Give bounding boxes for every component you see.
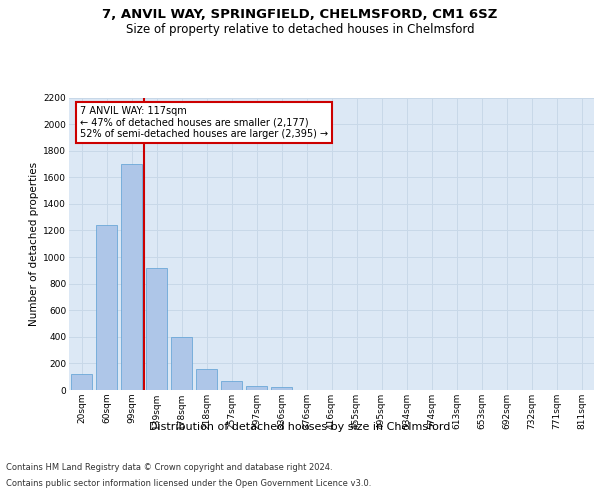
Y-axis label: Number of detached properties: Number of detached properties bbox=[29, 162, 39, 326]
Bar bbox=[271, 388, 292, 390]
Bar bbox=[121, 164, 142, 390]
Bar bbox=[171, 337, 192, 390]
Bar bbox=[96, 225, 117, 390]
Text: Distribution of detached houses by size in Chelmsford: Distribution of detached houses by size … bbox=[149, 422, 451, 432]
Text: 7 ANVIL WAY: 117sqm
← 47% of detached houses are smaller (2,177)
52% of semi-det: 7 ANVIL WAY: 117sqm ← 47% of detached ho… bbox=[79, 106, 328, 140]
Text: Size of property relative to detached houses in Chelmsford: Size of property relative to detached ho… bbox=[125, 22, 475, 36]
Bar bbox=[246, 386, 267, 390]
Bar bbox=[71, 374, 92, 390]
Bar bbox=[221, 382, 242, 390]
Bar bbox=[146, 268, 167, 390]
Text: Contains public sector information licensed under the Open Government Licence v3: Contains public sector information licen… bbox=[6, 478, 371, 488]
Text: 7, ANVIL WAY, SPRINGFIELD, CHELMSFORD, CM1 6SZ: 7, ANVIL WAY, SPRINGFIELD, CHELMSFORD, C… bbox=[103, 8, 497, 20]
Bar bbox=[196, 370, 217, 390]
Text: Contains HM Land Registry data © Crown copyright and database right 2024.: Contains HM Land Registry data © Crown c… bbox=[6, 464, 332, 472]
